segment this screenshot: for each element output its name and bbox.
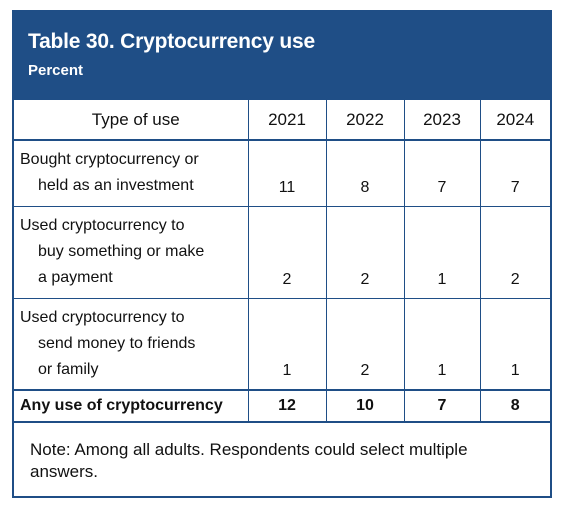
cell-2024: 7 <box>479 139 550 207</box>
row-label-line: a payment <box>38 268 113 286</box>
cell-2022: 2 <box>325 297 405 391</box>
column-header-2024: 2024 <box>479 100 550 141</box>
cell-2023: 1 <box>403 205 481 299</box>
row-label: Used cryptocurrency to buy something or … <box>14 205 249 299</box>
cell-2021: 11 <box>247 139 327 207</box>
cell-2022: 8 <box>325 139 405 207</box>
column-header-2021: 2021 <box>247 100 327 141</box>
table-header: Table 30. Cryptocurrency use Percent <box>14 12 550 100</box>
cell-2021: 2 <box>247 205 327 299</box>
row-label-line: buy something or make <box>38 242 205 260</box>
row-label-line: Used cryptocurrency to <box>20 308 185 326</box>
row-label-line: Used cryptocurrency to <box>20 216 185 234</box>
total-row: Any use of cryptocurrency 12 10 7 8 <box>14 389 550 423</box>
cell-2022: 2 <box>325 205 405 299</box>
table-row: Used cryptocurrency to buy something or … <box>14 205 550 299</box>
total-2023: 7 <box>403 389 481 423</box>
cell-2024: 1 <box>479 297 550 391</box>
row-label-line: or family <box>38 360 99 378</box>
table-row: Used cryptocurrency to send money to fri… <box>14 297 550 391</box>
total-2021: 12 <box>247 389 327 423</box>
total-2022: 10 <box>325 389 405 423</box>
column-header-type-of-use: Type of use <box>14 100 249 141</box>
row-label: Bought cryptocurrency or held as an inve… <box>14 139 249 207</box>
cell-2023: 7 <box>403 139 481 207</box>
cell-2023: 1 <box>403 297 481 391</box>
table-title: Table 30. Cryptocurrency use <box>28 30 315 53</box>
table-row: Bought cryptocurrency or held as an inve… <box>14 139 550 207</box>
total-row-label: Any use of cryptocurrency <box>14 389 249 423</box>
row-label-line: Bought cryptocurrency or <box>20 151 199 168</box>
cell-2024: 2 <box>479 205 550 299</box>
table-note: Note: Among all adults. Respondents coul… <box>30 440 468 481</box>
total-2024: 8 <box>479 389 550 423</box>
table-frame: Table 30. Cryptocurrency use Percent Typ… <box>12 10 552 498</box>
row-label-line: send money to friends <box>38 334 196 352</box>
data-table: Type of use 2021 2022 2023 2024 Bought c… <box>14 100 550 423</box>
header-row: Type of use 2021 2022 2023 2024 <box>14 100 550 141</box>
row-label: Used cryptocurrency to send money to fri… <box>14 297 249 391</box>
column-header-2022: 2022 <box>325 100 405 141</box>
cell-2021: 1 <box>247 297 327 391</box>
column-header-2023: 2023 <box>403 100 481 141</box>
row-label-line: held as an investment <box>38 177 194 194</box>
table-subtitle: Percent <box>28 62 84 79</box>
